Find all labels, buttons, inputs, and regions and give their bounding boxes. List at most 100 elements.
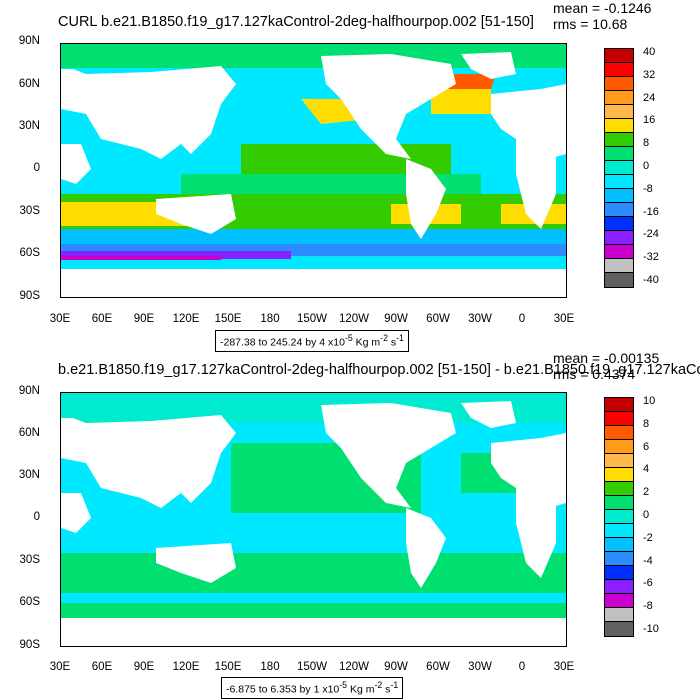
lon-label: 180: [260, 661, 280, 673]
colorbar-label: 0: [643, 160, 650, 172]
lat-label-30n: 30N: [18, 120, 40, 132]
lat-label-90n: 90N: [18, 385, 40, 397]
colorbar-segment: [605, 49, 633, 63]
lon-label: 90W: [384, 313, 408, 325]
colorbar-segment: [605, 622, 633, 636]
lon-label: 90E: [133, 661, 155, 673]
lat-label-60s: 60S: [19, 247, 40, 259]
colorbar-label: -32: [643, 251, 659, 264]
lon-label: 30E: [553, 313, 575, 325]
colorbar-label: 32: [643, 68, 656, 81]
lat-label-eq: 0: [33, 511, 40, 523]
lon-label: 30E: [49, 661, 71, 673]
lat-label-30s: 30S: [19, 205, 40, 217]
colorbar-label: -8: [643, 182, 653, 195]
lat-label-60n: 60N: [18, 427, 40, 439]
colorbar-segment: [605, 482, 633, 496]
colorbar-segment: [605, 552, 633, 566]
lon-label: 150W: [296, 661, 328, 673]
lon-label: 90E: [133, 313, 155, 325]
colorbar-segment: [605, 161, 633, 175]
lat-label-60s: 60S: [19, 596, 40, 608]
map-plot: [60, 43, 567, 298]
colorbar-segment: [605, 245, 633, 259]
colorbar: [604, 48, 634, 288]
lon-label: 60W: [426, 313, 450, 325]
lon-label: 30W: [468, 313, 492, 325]
lon-label: 150E: [214, 313, 242, 325]
colorbar-segment: [605, 594, 633, 608]
colorbar-segment: [605, 524, 633, 538]
colorbar: [604, 397, 634, 637]
lon-label: 180: [260, 313, 280, 325]
lon-label: 120E: [172, 313, 200, 325]
colorbar-segment: [605, 77, 633, 91]
lat-label-30s: 30S: [19, 554, 40, 566]
lon-label: 120E: [172, 661, 200, 673]
colorbar-label: -2: [643, 531, 653, 544]
lon-label: 30E: [49, 313, 71, 325]
panel-title: b.e21.B1850.f19_g17.127kaControl-2deg-ha…: [58, 362, 700, 378]
lon-label: 90W: [384, 661, 408, 673]
colorbar-segment: [605, 259, 633, 273]
colorbar-label: 24: [643, 91, 656, 104]
colorbar-segment: [605, 203, 633, 217]
stats-box: mean = -0.00135 rms = 0.4374: [553, 350, 659, 382]
colorbar-segment: [605, 91, 633, 105]
colorbar-segment: [605, 63, 633, 77]
colorbar-label: -8: [643, 600, 653, 613]
colorbar-segment: [605, 426, 633, 440]
map-plot: [60, 392, 567, 647]
mean-value: mean = -0.00135: [553, 350, 660, 366]
colorbar-label: 4: [643, 463, 650, 476]
colorbar-segment: [605, 440, 633, 454]
colorbar-label: -6: [643, 577, 653, 590]
colorbar-label: 6: [643, 440, 650, 453]
lon-label: 30E: [553, 661, 575, 673]
colorbar-segment: [605, 454, 633, 468]
colorbar-label: -4: [643, 554, 653, 567]
lat-label-eq: 0: [33, 162, 40, 174]
colorbar-segment: [605, 608, 633, 622]
colorbar-label: 2: [643, 486, 650, 499]
lon-label: 60W: [426, 661, 450, 673]
colorbar-segment: [605, 566, 633, 580]
mean-value: mean = -0.1246: [553, 0, 652, 16]
colorbar-label: 10: [643, 395, 656, 407]
colorbar-segment: [605, 175, 633, 189]
colorbar-segment: [605, 398, 633, 412]
lat-label-60n: 60N: [18, 78, 40, 90]
colorbar-label: -24: [643, 228, 659, 241]
lon-label: 120W: [338, 313, 370, 325]
lon-label: 120W: [338, 661, 370, 673]
colorbar-segment: [605, 133, 633, 147]
colorbar-label: 8: [643, 137, 650, 150]
colorbar-segment: [605, 580, 633, 594]
colorbar-segment: [605, 119, 633, 133]
lon-label: 30W: [468, 661, 492, 673]
colorbar-segment: [605, 189, 633, 203]
map-field: [61, 44, 566, 297]
lon-label: 150W: [296, 313, 328, 325]
lon-label: 0: [518, 661, 526, 673]
colorbar-segment: [605, 217, 633, 231]
lon-label: 0: [518, 313, 526, 325]
colorbar-segment: [605, 231, 633, 245]
colorbar-segment: [605, 538, 633, 552]
colorbar-label: 0: [643, 509, 650, 521]
lon-label: 60E: [91, 313, 113, 325]
rms-value: rms = 0.4374: [553, 366, 636, 382]
colorbar-segment: [605, 412, 633, 426]
colorbar-segment: [605, 147, 633, 161]
lat-label-90n: 90N: [18, 35, 40, 47]
colorbar-label: 40: [643, 46, 656, 58]
lat-label-90s: 90S: [19, 639, 40, 651]
lat-label-30n: 30N: [18, 469, 40, 481]
panel-bottom: b.e21.B1850.f19_g17.127kaControl-2deg-ha…: [0, 350, 700, 700]
stats-box: mean = -0.1246 rms = 10.68: [553, 0, 651, 32]
panel-title: CURL b.e21.B1850.f19_g17.127kaControl-2d…: [58, 14, 534, 30]
range-label: -287.38 to 245.24 by 4 x10-5 Kg m-2 s-1: [215, 330, 409, 352]
lat-label-90s: 90S: [19, 290, 40, 302]
colorbar-segment: [605, 510, 633, 524]
colorbar-segment: [605, 496, 633, 510]
